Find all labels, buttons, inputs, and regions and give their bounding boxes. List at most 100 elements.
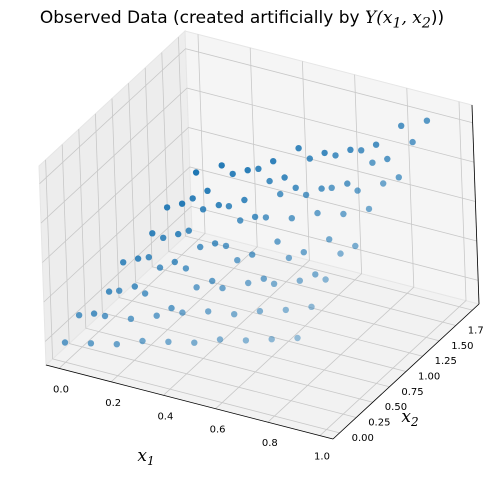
data-point [302,191,310,199]
data-point [398,122,405,129]
data-point [116,287,123,294]
data-point [90,310,98,317]
data-point [231,311,238,318]
data-point [288,215,295,222]
data-point [211,240,219,247]
data-point [294,334,301,342]
data-point [347,146,354,153]
gridline-x [110,47,258,383]
data-point [282,306,289,314]
data-point [251,213,259,221]
data-point [182,265,190,272]
data-point [281,174,288,181]
chart-title: Observed Data (created artificially by Y… [39,8,445,32]
data-point [113,341,121,348]
y-tick-label: 1.50 [451,341,473,352]
data-point [255,165,262,172]
data-point [244,167,251,174]
data-point [266,177,273,185]
data-point [270,280,278,287]
data-point [312,271,319,278]
gridline-z [39,48,473,184]
gridline-z [44,205,479,342]
gridline-z [40,87,475,224]
data-point [326,236,333,243]
data-point [384,155,391,163]
axis-line [471,104,480,305]
data-point [145,254,152,261]
data-point [395,174,402,181]
data-point [369,159,376,166]
data-point [423,117,431,124]
data-point [242,337,250,344]
axis-line [45,364,334,440]
data-point [262,214,270,221]
data-point [314,209,321,217]
data-point [337,250,344,257]
gridline-z [42,127,476,263]
data-point [308,303,315,310]
gridline-y [78,129,373,403]
data-point [340,210,347,218]
gridline-y [128,83,423,357]
data-point [296,277,303,284]
y-tick-label: 0.00 [352,433,374,444]
y-tick-label: 1.75 [468,326,484,337]
data-point [199,206,207,213]
data-point [292,184,299,191]
y-tick-label: 0.75 [401,387,423,398]
y-tick-label: 0.50 [385,402,407,413]
data-point [219,284,226,292]
data-point [229,170,236,178]
x-tick-label: 0.6 [210,425,226,436]
data-point [249,251,256,258]
data-point [241,196,248,204]
data-point [179,309,186,316]
data-point [163,204,171,211]
data-point [295,145,302,152]
data-point [245,279,252,287]
axis-line [332,303,480,440]
data-point [318,185,325,192]
gridline-x [163,61,310,396]
data-point [285,254,293,262]
data-point [300,249,307,256]
data-point [216,336,224,343]
data-point [178,200,186,207]
data-point [75,312,83,319]
axis-lines [45,104,480,440]
x-axis-label: x1 [137,446,154,468]
data-points [61,117,431,348]
gridline-x [319,101,467,436]
data-point [260,275,267,282]
data-point [322,276,329,283]
data-point [306,155,313,162]
data-point [139,337,146,345]
data-point [277,190,284,198]
data-point [344,180,351,187]
data-point [321,149,328,157]
data-point [365,205,373,213]
data-point [328,184,335,191]
x-tick-label: 0.4 [157,411,173,422]
data-point [105,288,113,295]
data-point [192,169,200,176]
data-point [175,230,182,238]
data-point [256,307,264,315]
data-point [332,152,339,159]
data-point [160,234,167,241]
gridline-y [45,159,340,434]
data-point [222,242,230,250]
data-point [101,312,109,320]
data-point [153,312,160,319]
axis-panes [38,29,481,440]
y-tick-label: 1.25 [435,356,457,367]
data-point [165,338,172,345]
data-point [274,238,281,245]
x-tick-label: 0.2 [105,398,121,409]
data-point [218,162,225,169]
data-point [234,257,241,264]
data-point [380,180,387,187]
data-point [168,304,175,312]
data-point [185,227,192,234]
